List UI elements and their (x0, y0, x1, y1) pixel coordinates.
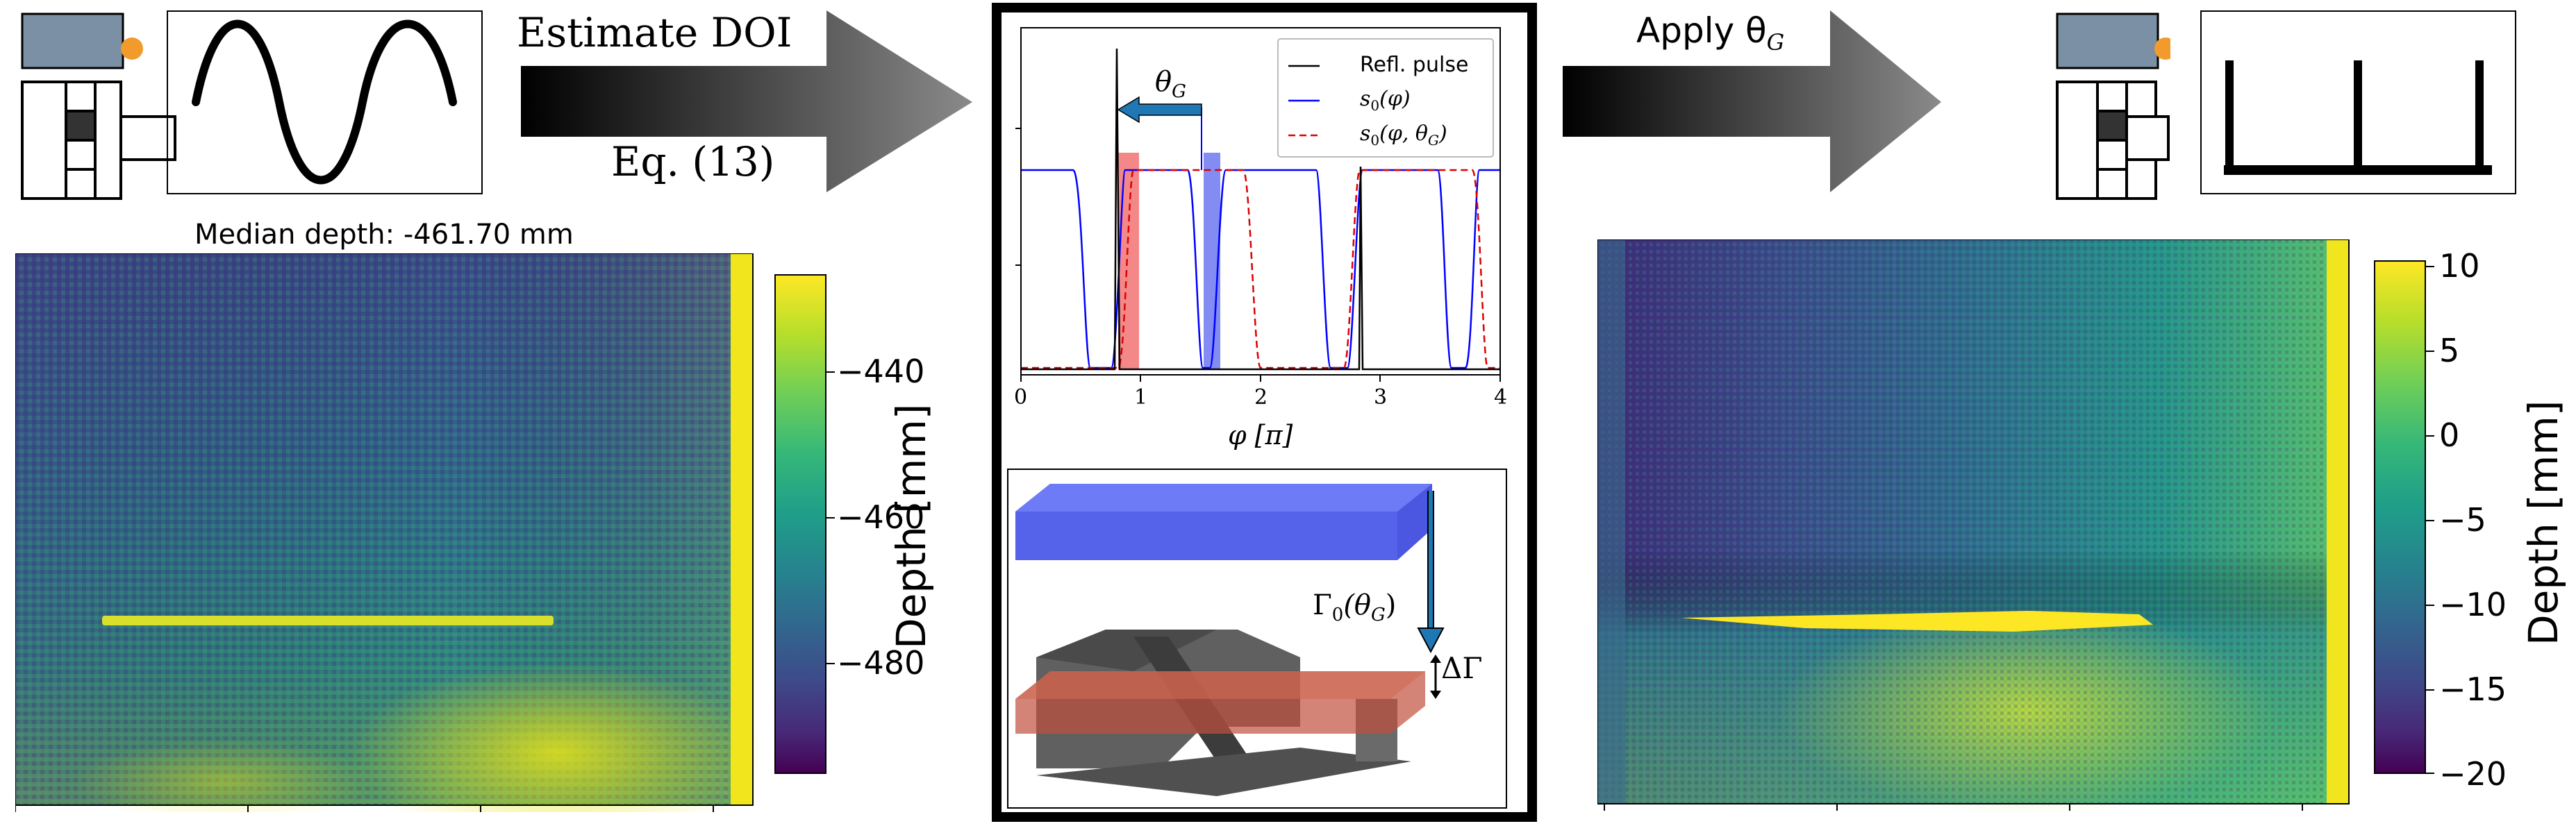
right-depth-map (1590, 239, 2358, 816)
left-colorbar-ticks (826, 274, 836, 774)
left-colorbar-tick-3: −480 (837, 644, 925, 682)
right-colorbar-ticks (2426, 260, 2436, 774)
left-depth-map (8, 253, 765, 826)
right-tick-10: 10 (2439, 247, 2480, 285)
estimate-doi-label: Estimate DOI (514, 8, 795, 57)
sensor-icon-right (2056, 12, 2177, 200)
s0-curve (1021, 169, 1500, 369)
x-tick-1: 1 (1134, 385, 1148, 410)
theta-label: θG (1155, 66, 1186, 102)
right-tick-0: 0 (2439, 416, 2460, 454)
legend-refl-pulse: Refl. pulse (1360, 53, 1469, 77)
right-tick-5: 5 (2439, 332, 2460, 369)
sine-wave-box (167, 10, 483, 194)
pulses-box (2200, 10, 2516, 194)
x-tick-0: 0 (1014, 385, 1028, 410)
right-colorbar (2374, 260, 2426, 774)
x-tick-3: 3 (1374, 385, 1388, 410)
apply-theta-arrow (1559, 10, 1945, 194)
gamma-label: Γ0(θG) (1313, 589, 1397, 625)
legend-s0: s0(φ) (1360, 87, 1411, 114)
right-tick-m20: −20 (2439, 755, 2507, 793)
apply-theta-label: Apply θG (1632, 8, 1789, 65)
sine-wave (192, 19, 457, 185)
sensor-icon-left (21, 12, 181, 200)
legend-s0-theta: s0(φ, θG) (1360, 121, 1447, 149)
left-colorbar-tick-1: −440 (837, 353, 925, 390)
scene-3d-box (1007, 469, 1507, 809)
left-colorbar-tick-2: −460 (837, 498, 925, 536)
refl-pulse (1021, 48, 1500, 371)
left-map-title: Median depth: -461.70 mm (194, 219, 574, 251)
right-tick-m10: −10 (2439, 586, 2507, 623)
pulse-train (2225, 60, 2486, 174)
right-tick-m5: −5 (2439, 501, 2486, 539)
x-tick-4: 4 (1494, 385, 1508, 410)
x-axis-label: φ [π] (1228, 420, 1293, 450)
right-tick-m15: −15 (2439, 671, 2507, 708)
x-tick-2: 2 (1254, 385, 1268, 410)
right-colorbar-label: Depth [mm] (2520, 400, 2567, 646)
left-colorbar (774, 274, 826, 774)
delta-gamma-label: ΔΓ (1441, 651, 1483, 685)
s0-theta-curve (1021, 169, 1500, 369)
signal-plot (1007, 21, 1521, 465)
estimate-doi-arrow (517, 10, 976, 194)
equation-label: Eq. (13) (611, 138, 775, 185)
left-colorbar-label: Depth [mm] (888, 403, 935, 649)
